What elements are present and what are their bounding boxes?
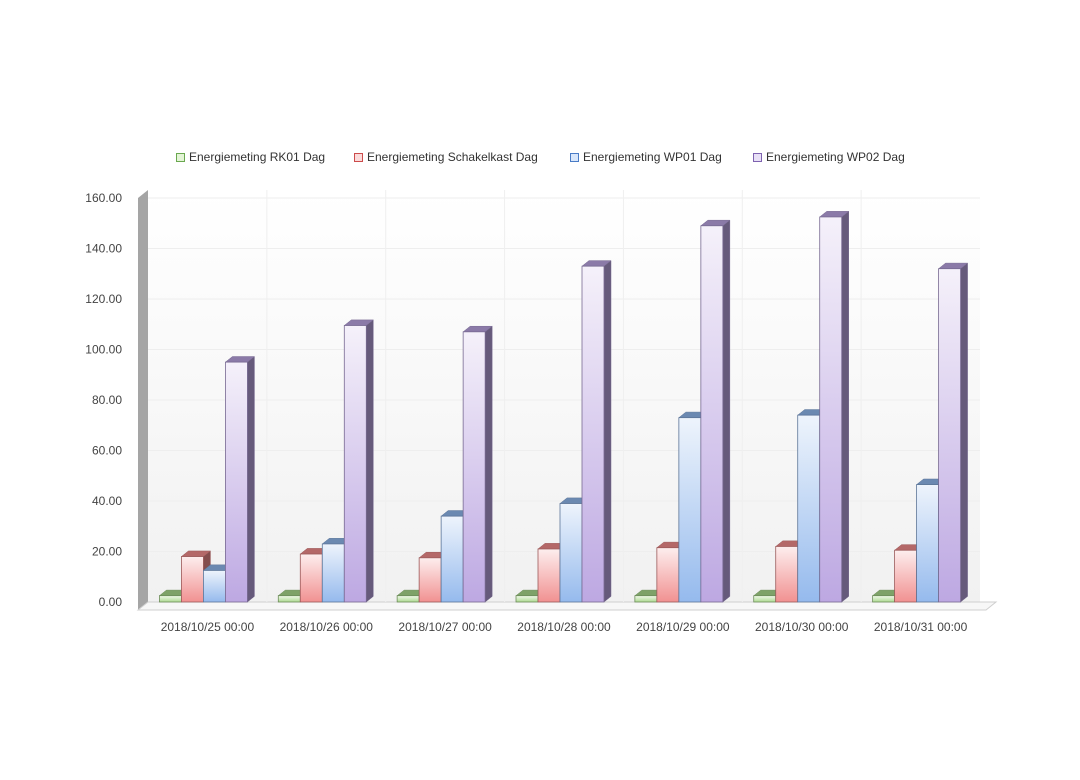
y-tick-label: 40.00 <box>92 494 122 508</box>
bar-front <box>181 556 204 603</box>
legend-swatch-rk01 <box>176 152 185 162</box>
x-tick-label: 2018/10/25 00:00 <box>161 620 255 634</box>
legend-label-wp01: Energiemeting WP01 Dag <box>583 150 722 164</box>
y-tick-label: 0.00 <box>99 595 123 609</box>
legend-label-schakelkast: Energiemeting Schakelkast Dag <box>367 150 538 164</box>
y-tick-label: 140.00 <box>85 242 122 256</box>
bar-front <box>343 325 367 603</box>
bar[interactable] <box>343 319 374 603</box>
bar-front <box>203 570 226 603</box>
bar-side <box>484 325 493 603</box>
bar-front <box>418 557 442 603</box>
bar-front <box>634 595 658 603</box>
y-tick-label: 120.00 <box>85 292 122 306</box>
bar-front <box>797 414 821 603</box>
y-tick-label: 60.00 <box>92 444 122 458</box>
legend-label-rk01: Energiemeting RK01 Dag <box>189 150 326 164</box>
y-axis: 0.00 20.00 40.00 60.00 80.00 100.00 120.00 140.… <box>85 191 122 609</box>
bar-front <box>938 268 961 603</box>
bar-front <box>819 216 843 603</box>
legend-swatch-schakelkast <box>354 152 363 162</box>
y-tick-label: 100.00 <box>85 343 122 357</box>
x-tick-label: 2018/10/30 00:00 <box>755 620 849 634</box>
bar-group <box>515 260 612 603</box>
legend-item-wp02[interactable]: Energiemeting WP02 Dag <box>753 150 905 164</box>
bar-front <box>656 547 680 603</box>
bar-front <box>321 543 345 603</box>
bar-front <box>581 265 605 603</box>
legend: Energiemeting RK01 Dag Energiemeting Sch… <box>0 150 1080 168</box>
bar-group <box>158 356 256 603</box>
chart-bars <box>158 210 969 603</box>
bar-front <box>559 503 583 603</box>
legend-item-rk01[interactable]: Energiemeting RK01 Dag <box>176 150 325 164</box>
y-tick-label: 20.00 <box>92 545 122 559</box>
bar-front <box>753 595 777 603</box>
bar[interactable] <box>581 260 612 603</box>
floor <box>136 601 998 611</box>
bar-front <box>678 417 702 603</box>
bar-front <box>872 595 895 603</box>
x-tick-label: 2018/10/26 00:00 <box>280 620 374 634</box>
bar-side <box>366 319 374 603</box>
bar-front <box>515 595 539 603</box>
bar-front <box>462 331 486 603</box>
bar-front <box>440 515 464 603</box>
bar-front <box>225 361 248 603</box>
bar-front <box>916 484 939 603</box>
bar-group <box>634 219 731 603</box>
bar-group <box>871 262 969 603</box>
bar[interactable] <box>224 356 256 603</box>
bar-group <box>396 325 493 603</box>
bar-side <box>722 219 731 603</box>
bar-front <box>277 595 301 603</box>
bar-side <box>841 210 849 603</box>
legend-item-wp01[interactable]: Energiemeting WP01 Dag <box>570 150 722 164</box>
bar-side <box>960 262 968 603</box>
bar-side <box>247 356 255 603</box>
x-axis: 2018/10/25 00:00 2018/10/26 00:00 2018/10/… <box>161 620 968 634</box>
x-tick-label: 2018/10/31 00:00 <box>874 620 968 634</box>
bar[interactable] <box>462 325 493 603</box>
x-tick-label: 2018/10/28 00:00 <box>517 620 611 634</box>
legend-label-wp02: Energiemeting WP02 Dag <box>766 150 905 164</box>
legend-item-schakelkast[interactable]: Energiemeting Schakelkast Dag <box>354 150 538 164</box>
y-tick-label: 80.00 <box>92 393 122 407</box>
bar-front <box>700 225 724 603</box>
bar[interactable] <box>700 219 731 603</box>
bar-front <box>299 553 323 603</box>
bar-front <box>894 549 917 603</box>
bar-group <box>753 210 850 603</box>
bar-front <box>159 595 182 603</box>
bar[interactable] <box>819 210 850 603</box>
bar-front <box>775 546 799 603</box>
bar[interactable] <box>937 262 969 603</box>
bar-front <box>537 548 561 603</box>
x-tick-label: 2018/10/29 00:00 <box>636 620 730 634</box>
left-wall <box>138 190 148 610</box>
y-tick-label: 160.00 <box>85 191 122 205</box>
bar-group <box>277 319 374 603</box>
bar-side <box>603 260 612 603</box>
bar-front <box>396 595 420 603</box>
legend-swatch-wp02 <box>753 152 762 162</box>
x-tick-label: 2018/10/27 00:00 <box>398 620 492 634</box>
legend-swatch-wp01 <box>570 152 579 162</box>
